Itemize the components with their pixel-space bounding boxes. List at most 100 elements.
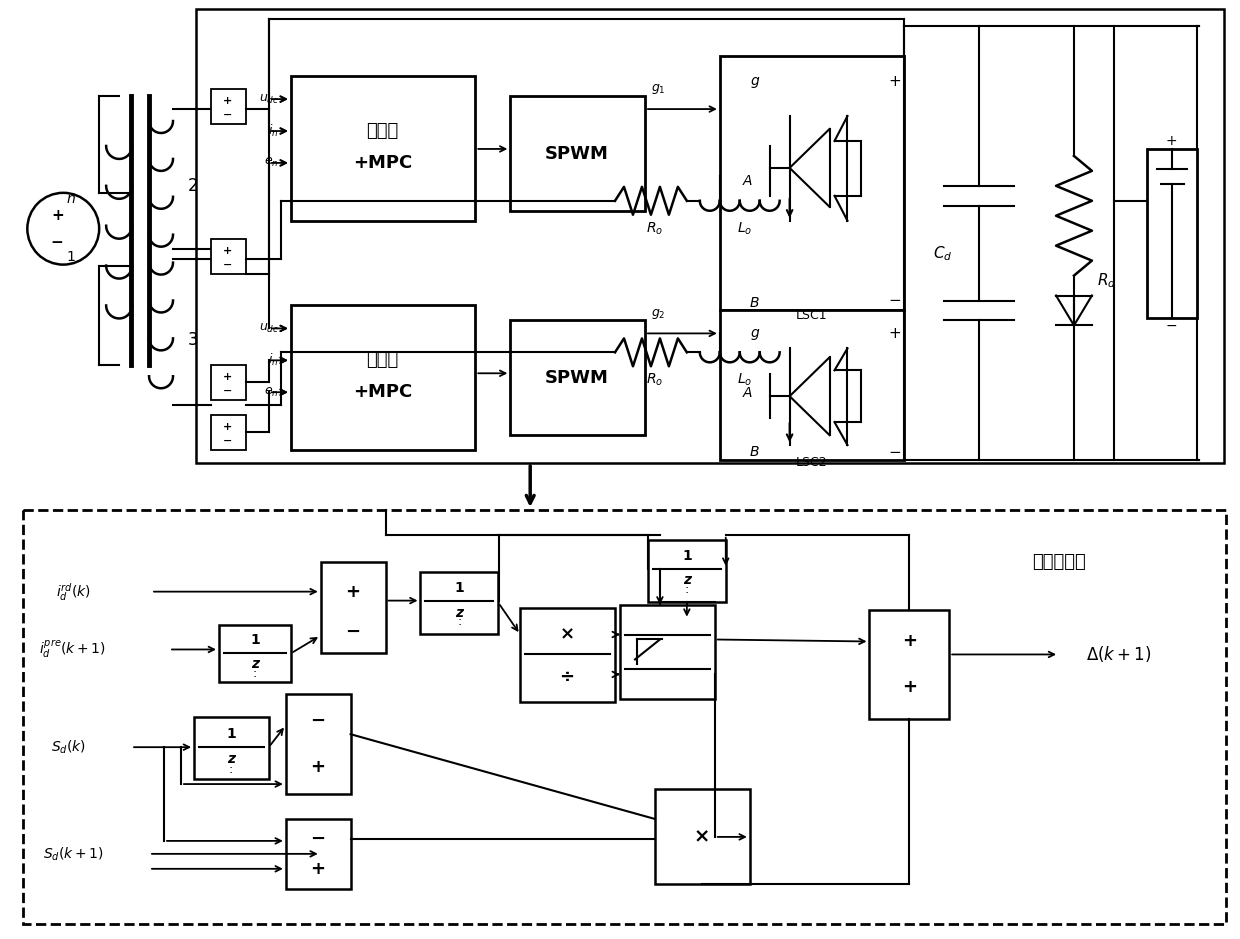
Bar: [196, 9, 1224, 463]
Text: +: +: [345, 582, 360, 601]
Bar: [285, 694, 351, 794]
Text: $i_n$: $i_n$: [268, 352, 279, 368]
Text: z: z: [227, 752, 234, 766]
Text: g: g: [750, 327, 759, 341]
Bar: [719, 311, 904, 460]
Text: 自校正: 自校正: [366, 122, 398, 140]
Bar: [521, 608, 615, 702]
Bar: [219, 624, 290, 683]
Text: +: +: [51, 208, 63, 223]
Text: −: −: [888, 444, 900, 459]
Text: 自校正: 自校正: [366, 351, 398, 369]
Text: z: z: [455, 606, 464, 620]
Text: −: −: [888, 293, 900, 308]
Text: −: −: [310, 713, 325, 731]
Text: $\Delta(k+1)$: $\Delta(k+1)$: [1086, 644, 1152, 665]
Text: 自校正装置: 自校正装置: [1032, 553, 1086, 571]
Text: +: +: [888, 73, 900, 88]
Text: :: :: [253, 667, 257, 680]
Bar: [321, 562, 386, 654]
Text: SPWM: SPWM: [546, 145, 609, 163]
Text: −: −: [1166, 318, 1178, 332]
Text: LSC2: LSC2: [796, 455, 827, 469]
Text: 1: 1: [226, 727, 236, 741]
Bar: [510, 320, 645, 435]
Text: +: +: [223, 246, 233, 255]
Text: ×: ×: [693, 827, 711, 846]
Bar: [290, 305, 475, 450]
Text: +: +: [1166, 134, 1178, 148]
Text: 1: 1: [250, 634, 259, 648]
Text: −: −: [223, 436, 233, 446]
Bar: [211, 89, 246, 124]
Bar: [649, 540, 725, 602]
Text: :: :: [458, 615, 461, 628]
Text: B: B: [750, 297, 759, 311]
Text: $i_d^{pre}(k+1)$: $i_d^{pre}(k+1)$: [40, 639, 107, 660]
Text: z: z: [250, 657, 259, 671]
Bar: [211, 365, 246, 400]
Text: A: A: [743, 174, 753, 188]
Bar: [1147, 149, 1197, 318]
Text: $g_2$: $g_2$: [651, 307, 665, 321]
Text: −: −: [51, 235, 63, 250]
Text: $R_o$: $R_o$: [646, 221, 663, 237]
Bar: [211, 239, 246, 273]
Text: ×: ×: [559, 625, 574, 643]
Text: B: B: [750, 445, 759, 459]
Text: +: +: [310, 758, 325, 777]
Text: +MPC: +MPC: [353, 383, 412, 401]
Text: $S_d(k+1)$: $S_d(k+1)$: [43, 845, 104, 863]
Bar: [193, 717, 269, 779]
Text: 1: 1: [455, 580, 464, 594]
Text: 1: 1: [682, 548, 692, 562]
Text: $C_d$: $C_d$: [932, 244, 952, 263]
Text: LSC1: LSC1: [796, 309, 827, 322]
Text: n: n: [67, 192, 76, 206]
Text: +: +: [223, 96, 233, 106]
Text: $L_o$: $L_o$: [737, 221, 753, 237]
Text: :: :: [228, 762, 233, 776]
Text: $R_o$: $R_o$: [646, 372, 663, 389]
Text: $i_d^{rd}(k)$: $i_d^{rd}(k)$: [56, 580, 92, 603]
Text: +: +: [223, 372, 233, 382]
Text: +: +: [901, 633, 916, 651]
Text: $L_o$: $L_o$: [737, 372, 753, 389]
Text: 3: 3: [187, 331, 198, 349]
Bar: [510, 96, 645, 210]
Text: $i_n$: $i_n$: [268, 123, 279, 139]
Bar: [285, 819, 351, 888]
Bar: [420, 572, 498, 634]
Text: z: z: [683, 573, 691, 587]
Text: A: A: [743, 386, 753, 400]
Text: −: −: [310, 830, 325, 848]
Bar: [869, 609, 950, 719]
Text: $R_d$: $R_d$: [1097, 271, 1116, 290]
Text: −: −: [345, 623, 360, 640]
Bar: [24, 510, 1225, 924]
Text: +: +: [901, 678, 916, 697]
Text: ÷: ÷: [559, 669, 574, 686]
Text: −: −: [223, 259, 233, 269]
Bar: [620, 605, 714, 700]
Text: −: −: [223, 110, 233, 120]
Text: $e_n$: $e_n$: [264, 386, 279, 399]
Text: $u_{dc}$: $u_{dc}$: [259, 322, 279, 335]
Bar: [655, 789, 750, 884]
Text: +: +: [223, 423, 233, 432]
Bar: [211, 415, 246, 450]
Text: g: g: [750, 74, 759, 88]
Bar: [719, 56, 904, 311]
Text: $g_1$: $g_1$: [651, 82, 665, 96]
Text: +: +: [888, 326, 900, 341]
Bar: [290, 76, 475, 221]
Text: 2: 2: [187, 177, 198, 194]
Text: 1: 1: [67, 250, 76, 264]
Text: −: −: [223, 386, 233, 396]
Text: +MPC: +MPC: [353, 154, 412, 172]
Text: SPWM: SPWM: [546, 369, 609, 387]
Text: $S_d(k)$: $S_d(k)$: [51, 738, 87, 756]
Text: $e_n$: $e_n$: [264, 157, 279, 169]
Text: +: +: [310, 860, 325, 878]
Text: :: :: [684, 583, 689, 596]
